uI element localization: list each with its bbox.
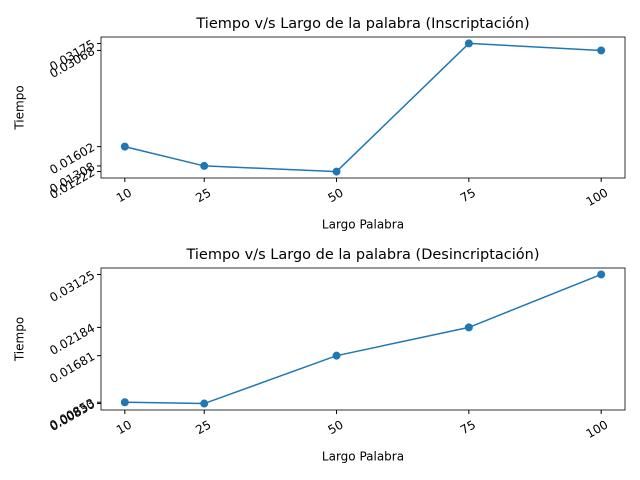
x-tick-label: 50 [326, 418, 346, 438]
x-tick-label: 25 [193, 418, 213, 438]
y-axis-label: Tiempo [13, 85, 27, 130]
x-tick-label: 10 [114, 418, 134, 438]
y-axis-label: Tiempo [13, 317, 27, 362]
data-point [597, 46, 606, 55]
y-tick-label: 0.00853 [47, 396, 97, 433]
data-line [124, 42, 602, 173]
x-tick-label: 50 [326, 186, 346, 206]
x-tick-label: 75 [458, 186, 478, 206]
data-point [464, 39, 473, 48]
x-tick-label: 100 [584, 186, 611, 210]
x-tick-label: 100 [584, 418, 611, 442]
x-tick-label: 75 [458, 418, 478, 438]
chart-title: Tiempo v/s Largo de la palabra (Inscript… [195, 16, 529, 32]
data-point [120, 142, 129, 151]
data-line [124, 273, 602, 405]
data-point [597, 270, 606, 279]
axes-frame [100, 267, 626, 411]
data-point [120, 398, 129, 407]
x-axis-label: Largo Palabra [322, 450, 404, 464]
x-tick-label: 10 [114, 186, 134, 206]
data-point [200, 161, 209, 170]
data-point [200, 399, 209, 408]
data-point [332, 167, 341, 176]
y-tick-label: 0.03125 [47, 268, 97, 305]
axes-frame [100, 36, 626, 179]
x-tick-label: 25 [193, 186, 213, 206]
data-point [464, 323, 473, 332]
data-point [332, 351, 341, 360]
x-axis-label: Largo Palabra [322, 218, 404, 232]
chart-title: Tiempo v/s Largo de la palabra (Desincri… [185, 247, 539, 263]
